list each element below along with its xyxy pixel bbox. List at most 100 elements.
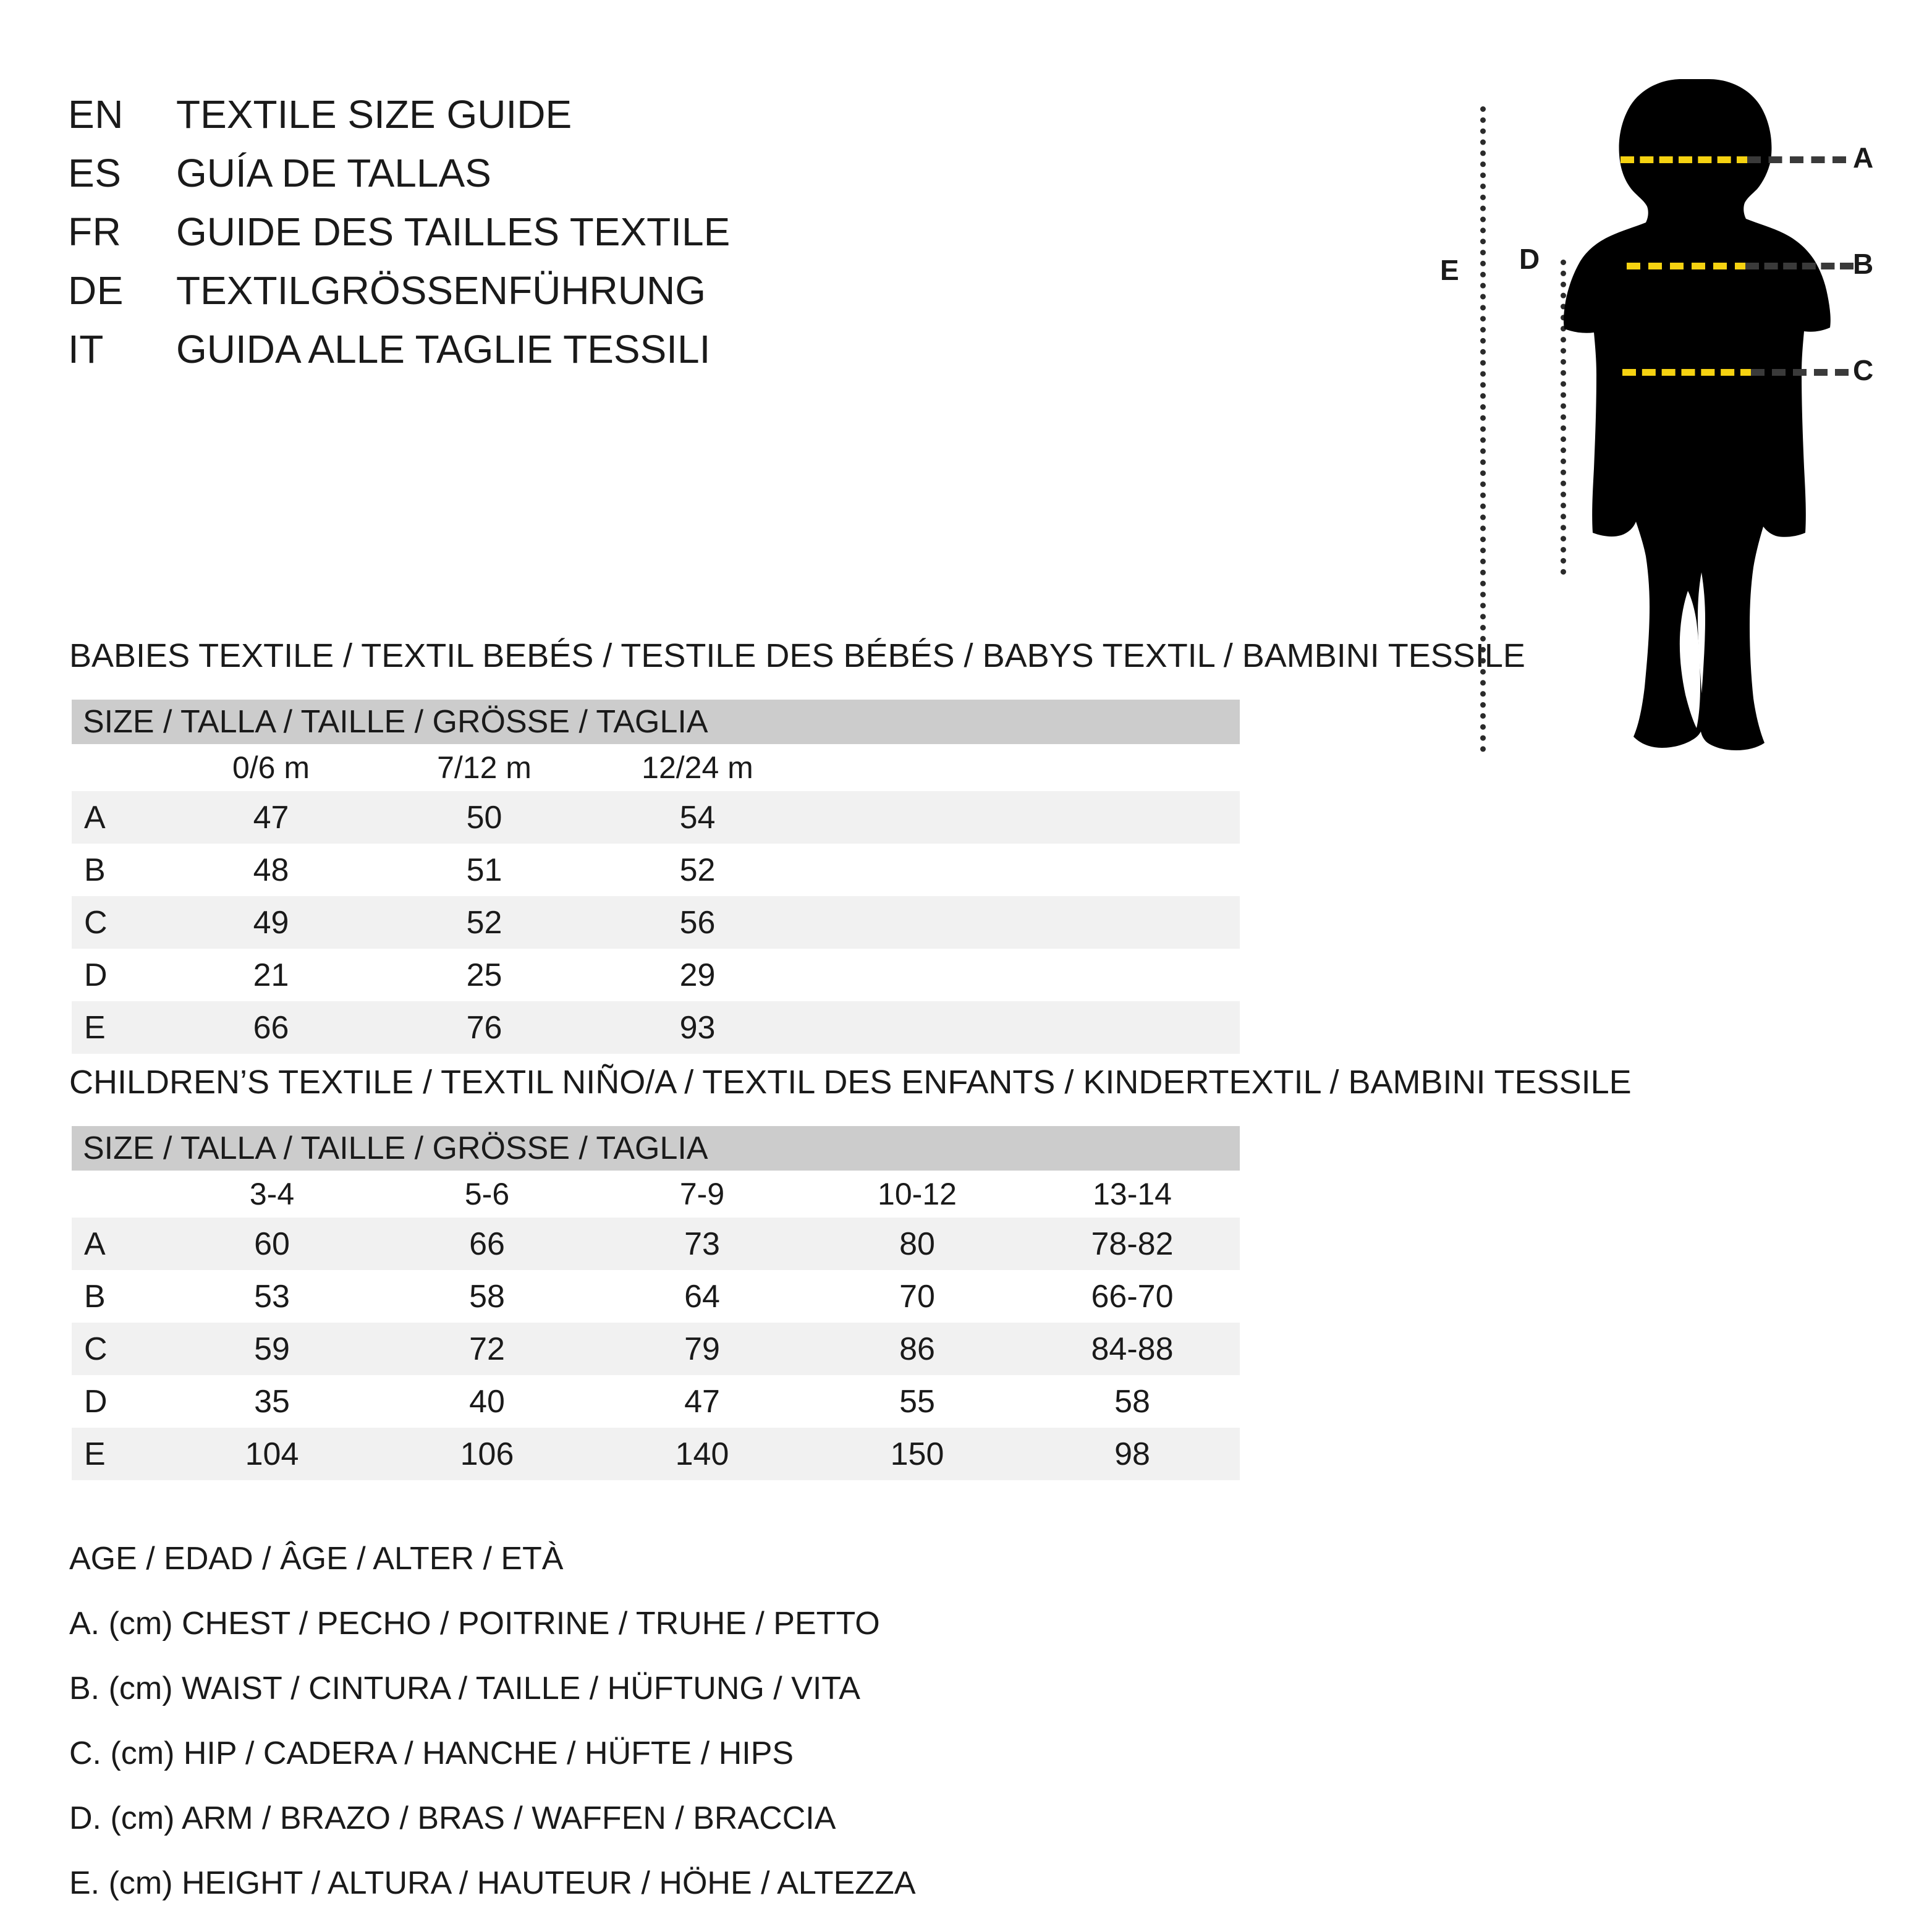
language-code-de: DE — [68, 268, 124, 313]
babies-cell: 48 — [164, 844, 378, 896]
babies-cell: 49 — [164, 896, 378, 949]
children-cell: 58 — [1025, 1375, 1240, 1428]
language-title-fr: GUIDE DES TAILLES TEXTILE — [176, 210, 731, 254]
children-cell: 73 — [595, 1218, 810, 1270]
legend-line-b-waist: B. (cm) WAIST / CINTURA / TAILLE / HÜFTU… — [69, 1671, 860, 1706]
children-cell: 72 — [379, 1323, 595, 1375]
babies-size-header-label: SIZE / TALLA / TAILLE / GRÖSSE / TAGLIA — [72, 700, 1240, 744]
babies-size-header-row: SIZE / TALLA / TAILLE / GRÖSSE / TAGLIA — [72, 700, 1240, 744]
children-row-label: C — [72, 1323, 164, 1375]
babies-row-label: A — [72, 791, 164, 844]
language-title-de: TEXTILGRÖSSENFÜHRUNG — [176, 268, 706, 313]
babies-cell: 52 — [378, 896, 591, 949]
children-cell: 47 — [595, 1375, 810, 1428]
babies-size-table: SIZE / TALLA / TAILLE / GRÖSSE / TAGLIA … — [72, 700, 1240, 1054]
children-column-header-row: 3-4 5-6 7-9 10-12 13-14 — [72, 1171, 1240, 1218]
figure-label-b: B — [1853, 248, 1874, 280]
table-row: E 66 76 93 — [72, 1001, 1240, 1054]
babies-cell: 47 — [164, 791, 378, 844]
babies-column-header: 12/24 m — [591, 744, 804, 791]
children-cell: 104 — [164, 1428, 379, 1480]
children-corner-cell — [72, 1171, 164, 1218]
height-guide-dotted-line — [1480, 106, 1486, 752]
table-row: D 21 25 29 — [72, 949, 1240, 1001]
children-cell: 66-70 — [1025, 1270, 1240, 1323]
babies-cell: 51 — [378, 844, 591, 896]
language-code-en: EN — [68, 92, 124, 137]
figure-label-a: A — [1853, 142, 1874, 174]
figure-label-e: E — [1440, 254, 1459, 286]
babies-column-header: 7/12 m — [378, 744, 591, 791]
children-row-label: B — [72, 1270, 164, 1323]
children-column-header: 13-14 — [1025, 1171, 1240, 1218]
babies-cell: 25 — [378, 949, 591, 1001]
children-cell: 86 — [810, 1323, 1025, 1375]
children-cell: 53 — [164, 1270, 379, 1323]
children-cell: 84-88 — [1025, 1323, 1240, 1375]
children-column-header: 3-4 — [164, 1171, 379, 1218]
legend-line-e-height: E. (cm) HEIGHT / ALTURA / HAUTEUR / HÖHE… — [69, 1865, 916, 1901]
legend-line-c-hip: C. (cm) HIP / CADERA / HANCHE / HÜFTE / … — [69, 1735, 794, 1771]
table-row: C 59 72 79 86 84-88 — [72, 1323, 1240, 1375]
children-size-header-label: SIZE / TALLA / TAILLE / GRÖSSE / TAGLIA — [72, 1126, 1240, 1171]
children-section-caption: CHILDREN’S TEXTILE / TEXTIL NIÑO/A / TEX… — [69, 1064, 1632, 1101]
table-row: B 48 51 52 — [72, 844, 1240, 896]
children-column-header: 7-9 — [595, 1171, 810, 1218]
chest-measure-line-inner — [1621, 156, 1750, 163]
children-row-label: D — [72, 1375, 164, 1428]
children-cell: 150 — [810, 1428, 1025, 1480]
language-title-block: EN TEXTILE SIZE GUIDE ES GUÍA DE TALLAS … — [68, 91, 933, 385]
table-row: D 35 40 47 55 58 — [72, 1375, 1240, 1428]
language-title-es: GUÍA DE TALLAS — [176, 151, 491, 195]
table-row: A 47 50 54 — [72, 791, 1240, 844]
babies-row-label: E — [72, 1001, 164, 1054]
babies-pad-cell — [804, 949, 1240, 1001]
language-title-en: TEXTILE SIZE GUIDE — [176, 92, 572, 137]
babies-column-header: 0/6 m — [164, 744, 378, 791]
babies-column-header-row: 0/6 m 7/12 m 12/24 m — [72, 744, 1240, 791]
language-code-it: IT — [68, 327, 104, 371]
babies-row-label: D — [72, 949, 164, 1001]
babies-cell: 93 — [591, 1001, 804, 1054]
measurement-legend: AGE / EDAD / ÂGE / ALTER / ETÀ A. (cm) C… — [69, 1527, 916, 1916]
children-column-header: 10-12 — [810, 1171, 1025, 1218]
language-row-en: EN TEXTILE SIZE GUIDE — [68, 91, 933, 150]
child-silhouette-icon — [1563, 79, 1831, 750]
babies-pad-cell — [804, 896, 1240, 949]
legend-line-age: AGE / EDAD / ÂGE / ALTER / ETÀ — [69, 1541, 564, 1577]
children-cell: 60 — [164, 1218, 379, 1270]
children-cell: 80 — [810, 1218, 1025, 1270]
table-row: E 104 106 140 150 98 — [72, 1428, 1240, 1480]
children-cell: 59 — [164, 1323, 379, 1375]
legend-line-a-chest: A. (cm) CHEST / PECHO / POITRINE / TRUHE… — [69, 1606, 880, 1642]
arm-guide-dotted-line — [1561, 260, 1566, 575]
legend-line-d-arm: D. (cm) ARM / BRAZO / BRAS / WAFFEN / BR… — [69, 1800, 836, 1836]
children-cell: 35 — [164, 1375, 379, 1428]
babies-cell: 21 — [164, 949, 378, 1001]
children-size-table: SIZE / TALLA / TAILLE / GRÖSSE / TAGLIA … — [72, 1126, 1240, 1480]
children-row-label: A — [72, 1218, 164, 1270]
language-code-es: ES — [68, 151, 122, 195]
children-cell: 55 — [810, 1375, 1025, 1428]
waist-measure-line-outer — [1745, 263, 1854, 269]
babies-cell: 50 — [378, 791, 591, 844]
children-size-header-row: SIZE / TALLA / TAILLE / GRÖSSE / TAGLIA — [72, 1126, 1240, 1171]
figure-label-c: C — [1853, 354, 1874, 386]
children-cell: 79 — [595, 1323, 810, 1375]
babies-cell: 54 — [591, 791, 804, 844]
children-cell: 64 — [595, 1270, 810, 1323]
figure-label-d: D — [1519, 243, 1540, 275]
language-row-es: ES GUÍA DE TALLAS — [68, 150, 933, 209]
hip-measure-line-inner — [1622, 369, 1754, 376]
babies-pad-cell — [804, 744, 1240, 791]
babies-pad-cell — [804, 844, 1240, 896]
waist-measure-line-inner — [1627, 263, 1748, 269]
children-cell: 58 — [379, 1270, 595, 1323]
language-title-it: GUIDA ALLE TAGLIE TESSILI — [176, 327, 711, 371]
children-column-header: 5-6 — [379, 1171, 595, 1218]
babies-cell: 29 — [591, 949, 804, 1001]
table-row: B 53 58 64 70 66-70 — [72, 1270, 1240, 1323]
children-row-label: E — [72, 1428, 164, 1480]
table-row: A 60 66 73 80 78-82 — [72, 1218, 1240, 1270]
babies-cell: 56 — [591, 896, 804, 949]
